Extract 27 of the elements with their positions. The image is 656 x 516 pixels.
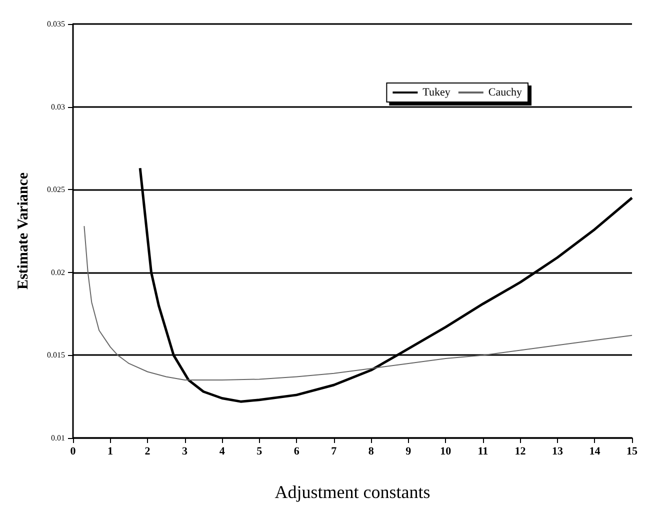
x-tick-label: 1 — [108, 446, 114, 458]
y-tick-label: 0.015 — [47, 350, 65, 360]
x-tick-label: 9 — [406, 446, 412, 458]
legend-label: Cauchy — [488, 86, 522, 98]
x-tick-label: 7 — [331, 446, 338, 458]
y-tick-label: 0.035 — [47, 20, 65, 28]
x-tick-label: 3 — [182, 446, 188, 458]
y-tick-label: 0.02 — [51, 268, 65, 277]
x-tick-label: 8 — [368, 446, 374, 458]
x-tick-label: 2 — [144, 446, 151, 458]
x-tick-label: 5 — [256, 446, 263, 458]
x-tick-label: 10 — [440, 446, 452, 458]
y-tick-label: 0.03 — [51, 102, 65, 112]
line-series — [84, 226, 632, 381]
legend-label: Tukey — [422, 86, 451, 98]
x-tick-label: 11 — [478, 446, 488, 458]
y-axis-title: Estimate Variance — [16, 172, 32, 290]
x-tick-label: 0 — [70, 446, 76, 458]
x-tick-label: 6 — [294, 446, 300, 458]
x-axis-title: Adjustment constants — [274, 482, 430, 502]
x-tick-label: 14 — [589, 446, 601, 458]
x-tick-label: 12 — [514, 446, 526, 458]
x-tick-label: 15 — [626, 446, 638, 458]
x-tick-label: 13 — [552, 446, 564, 458]
x-tick-label: 4 — [219, 446, 226, 458]
y-tick-label: 0.01 — [51, 434, 65, 442]
y-tick-label: 0.025 — [47, 185, 65, 194]
